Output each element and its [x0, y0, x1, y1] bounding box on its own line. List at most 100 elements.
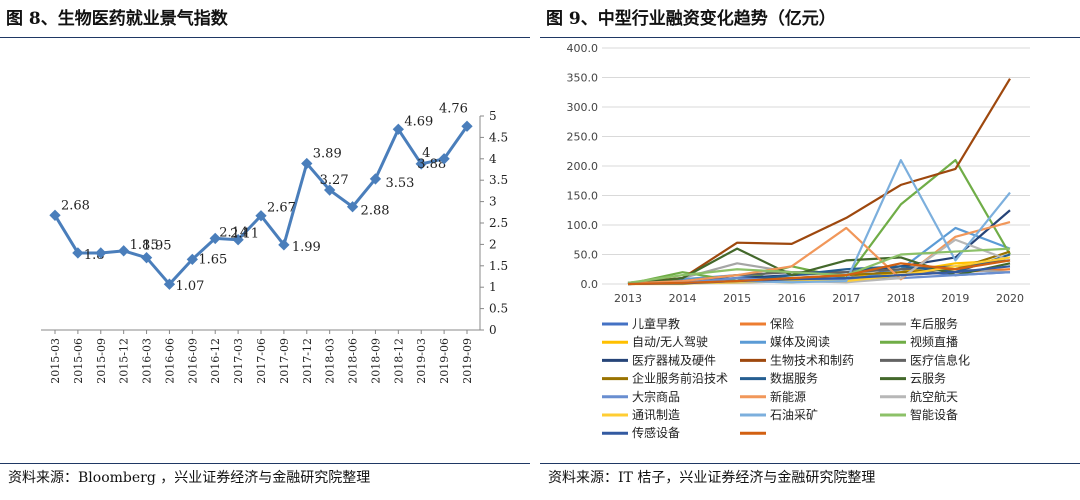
data-point-marker: [118, 245, 130, 257]
y-tick-label: 2: [489, 237, 497, 251]
y-tick-label: 150.0: [567, 190, 599, 203]
x-tick-label: 2015-06: [72, 338, 85, 384]
legend-label: 智能设备: [910, 407, 958, 422]
x-tick-label: 2016: [778, 292, 806, 305]
x-tick-label: 2017-09: [278, 338, 291, 384]
biopharma-employment-chart: 0 0.5 1 1.5 2 2.5 3 3.5 4 4.5 5 2015-03 2015-06 2015-…: [41, 101, 508, 384]
legend-label: 保险: [770, 316, 794, 331]
y-tick-label: 300.0: [567, 101, 599, 114]
y-tick-label: 3.5: [489, 173, 508, 187]
y-tick-label: 200.0: [567, 160, 599, 173]
data-point-marker: [346, 201, 359, 213]
left-figure-panel: 图 8、生物医药就业景气指数 0 0.5 1 1.5 2 2.5 3 3.5 4 4.5 5 2015…: [0, 0, 530, 500]
data-point-marker: [163, 278, 176, 290]
y-tick-label: 50.0: [574, 249, 599, 262]
y-tick-label: 100.0: [567, 219, 599, 232]
data-point-marker: [49, 209, 61, 221]
legend-label: 大宗商品: [632, 389, 680, 404]
x-tick-label: 2018-06: [347, 338, 360, 384]
data-label: 1.85: [130, 238, 159, 253]
x-tick-label: 2013: [614, 292, 642, 305]
legend-label: 儿童早教: [632, 316, 680, 331]
x-tick-label: 2018: [887, 292, 915, 305]
left-source-note: 资料来源：Bloomberg ，兴业证券经济与金融研究院整理: [8, 470, 371, 486]
data-point-marker: [369, 173, 382, 185]
y-tick-label: 1: [489, 280, 497, 294]
y-tick-label: 2.5: [489, 216, 508, 230]
x-tick-label: 2015: [723, 292, 751, 305]
x-tick-label: 2014: [669, 292, 697, 305]
x-tick-label: 2018-09: [369, 338, 382, 384]
data-point-marker: [415, 158, 427, 170]
x-tick-label: 2020: [996, 292, 1024, 305]
x-tick-label: 2017-03: [232, 338, 245, 384]
x-tick-label: 2016-09: [186, 338, 199, 384]
data-point-marker: [232, 234, 244, 246]
y-tick-label: 250.0: [567, 131, 599, 144]
left-title-rule: [0, 37, 530, 38]
data-label: 3.88: [417, 157, 446, 172]
legend-label: 自动/无人驾驶: [632, 334, 708, 349]
x-tick-label: 2019: [941, 292, 969, 305]
right-source-note: 资料来源：IT 桔子，兴业证券经济与金融研究院整理: [548, 470, 876, 486]
data-label: 3.53: [385, 176, 414, 191]
legend-label: 车后服务: [910, 316, 958, 331]
right-figure-title: 图 9、中型行业融资变化趋势（亿元）: [546, 9, 836, 29]
y-tick-label: 1.5: [489, 259, 508, 273]
left-source-rule: [0, 463, 530, 464]
legend-label: 数据服务: [770, 371, 818, 386]
x-tick-label: 2017: [832, 292, 860, 305]
y-tick-label: 350.0: [567, 72, 599, 85]
y-tick-label: 0.5: [489, 302, 508, 316]
data-point-marker: [278, 239, 290, 251]
x-tick-label: 2015-09: [95, 338, 108, 384]
x-tick-label: 2015-12: [118, 338, 131, 384]
legend-label: 云服务: [910, 371, 946, 386]
y-tick-label: 5: [489, 109, 497, 123]
y-tick-label: 400.0: [567, 42, 599, 55]
legend-label: 传感设备: [632, 425, 680, 440]
series-line: [627, 247, 1011, 284]
series-line: [627, 259, 1011, 286]
legend-label: 新能源: [770, 389, 806, 404]
legend-label: 航空航天: [910, 389, 958, 404]
legend-label: 企业服务前沿技术: [632, 371, 728, 386]
right-source-rule: [540, 463, 1080, 464]
x-tick-label: 2016-03: [141, 338, 154, 384]
data-point-marker: [324, 184, 336, 196]
index-line: [53, 125, 469, 286]
mid-industry-financing-chart: 0.0 50.0 100.0 150.0 200.0 250.0 300.0 350.0 400…: [567, 42, 1030, 440]
data-point-marker: [301, 157, 313, 170]
data-label: 3.27: [320, 173, 349, 188]
y-tick-label: 0.0: [581, 278, 599, 291]
x-tick-label: 2016-12: [209, 338, 222, 384]
data-label: 2.67: [267, 201, 296, 216]
data-point-marker: [186, 253, 198, 266]
y-tick-label: 4.5: [489, 130, 508, 144]
data-label: 3.89: [313, 147, 342, 162]
x-tick-label: 2017-12: [301, 338, 314, 384]
data-label: 2.68: [61, 198, 90, 213]
x-tick-label: 2019-03: [415, 338, 428, 384]
legend-label: 医疗器械及硬件: [632, 352, 716, 367]
legend-label: 通讯制造: [632, 408, 680, 422]
legend-label: 石油采矿: [770, 408, 818, 422]
data-label: 2.88: [361, 204, 390, 219]
legend-label: 医疗信息化: [910, 352, 970, 367]
y-tick-label: 4: [489, 152, 497, 166]
data-label: 2.14: [219, 225, 248, 240]
data-point-marker: [140, 252, 153, 264]
data-label: 1.07: [175, 279, 204, 294]
legend-label: 媒体及阅读: [770, 335, 830, 349]
legend-label: 视频直播: [910, 334, 958, 349]
data-point-marker: [209, 232, 221, 245]
data-point-marker: [255, 210, 267, 222]
x-tick-label: 2015-03: [49, 338, 62, 384]
y-tick-label: 0: [489, 323, 497, 337]
data-label: 1.99: [292, 240, 321, 255]
y-tick-label: 3: [489, 195, 497, 209]
x-tick-label: 2019-09: [461, 338, 474, 384]
left-figure-title: 图 8、生物医药就业景气指数: [6, 9, 228, 29]
x-tick-label: 2018-03: [324, 338, 337, 384]
data-label: 2.11: [230, 227, 259, 242]
